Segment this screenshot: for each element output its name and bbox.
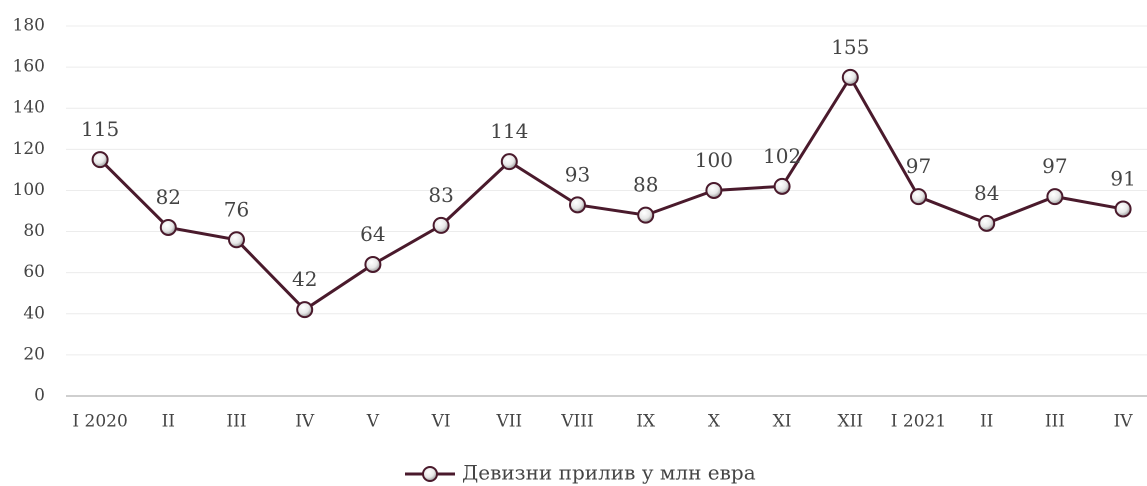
x-tick-label: V [366,412,380,432]
x-tick-label: X [708,412,721,432]
x-tick-label: IV [295,412,315,432]
data-label: 84 [974,181,999,205]
x-tick-label: I 2021 [891,412,946,432]
data-label: 114 [490,119,528,143]
data-point [1114,200,1132,218]
x-tick-label: III [1045,412,1065,432]
data-label: 42 [292,267,317,291]
data-point [569,196,586,214]
y-tick-label: 120 [13,139,45,159]
data-point [228,231,245,249]
y-tick-label: 60 [23,262,45,282]
data-point [1046,188,1064,206]
data-label: 115 [81,117,119,141]
data-label: 64 [360,222,385,246]
y-tick-label: 180 [13,16,45,36]
y-tick-label: 40 [23,303,45,323]
data-label: 102 [763,144,801,168]
y-tick-label: 100 [13,180,45,200]
y-tick-label: 80 [23,221,45,241]
data-label: 76 [224,197,249,221]
data-point [773,177,791,195]
data-label: 88 [633,173,658,197]
x-tick-label: VIII [560,412,593,432]
data-label: 155 [831,35,869,59]
y-tick-label: 20 [23,344,45,364]
x-tick-label: II [162,412,175,432]
data-point [705,181,723,199]
x-tick-label: VI [431,412,451,432]
y-tick-label: 0 [34,386,45,406]
data-point [91,151,109,169]
data-point [910,188,927,206]
data-point [637,206,655,224]
data-point [432,216,450,234]
data-point [500,153,518,171]
data-label: 97 [1042,154,1067,178]
series-line [99,74,1124,312]
data-label: 82 [156,185,181,209]
x-tick-label: III [226,412,246,432]
x-tick-label: XI [773,412,792,432]
data-point [364,255,382,273]
legend-label: Девизни прилив у млн евра [462,461,756,485]
data-label: 100 [695,148,733,172]
data-label: 83 [428,183,453,207]
data-point [841,68,859,86]
data-point [978,214,996,232]
y-tick-label: 160 [13,57,45,77]
x-tick-label: IV [1114,412,1134,432]
data-label: 93 [565,162,590,186]
x-tick-label: I 2020 [72,412,127,432]
x-tick-label: II [980,412,993,432]
x-tick-label: IX [636,412,656,432]
data-label: 91 [1110,166,1135,190]
x-tick-label: XII [838,412,864,432]
y-tick-label: 140 [13,98,45,118]
data-point [296,301,314,319]
data-point [159,218,177,236]
x-tick-label: VII [495,412,522,432]
legend-marker [422,466,438,482]
data-label: 97 [906,154,931,178]
